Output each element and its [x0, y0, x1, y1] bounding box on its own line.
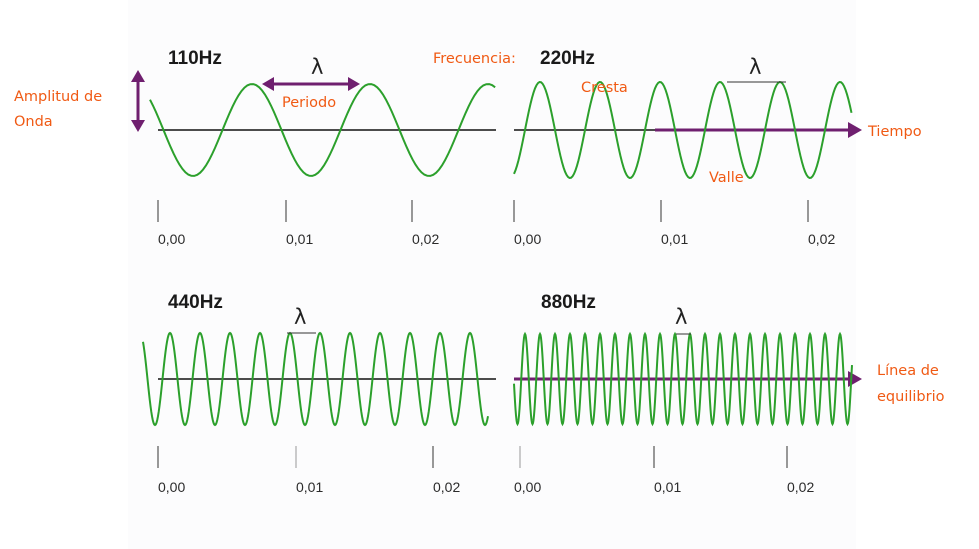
tick-label: 0,02	[808, 231, 835, 247]
tick-label: 0,00	[158, 479, 185, 495]
wavelength-symbol: λ	[675, 305, 687, 329]
diagram-background	[128, 0, 856, 549]
frequency-label: 220Hz	[540, 48, 595, 69]
time-ticks: 0,00 0,01 0,02	[514, 446, 814, 495]
cresta-annotation: Cresta	[581, 80, 628, 96]
time-ticks: 0,00 0,01 0,02	[157, 200, 439, 247]
sine-wave-110hz	[149, 83, 496, 177]
time-ticks: 0,00 0,01 0,02	[513, 200, 835, 247]
wavelength-symbol: λ	[311, 55, 323, 79]
amplitude-arrow-head-bottom	[131, 120, 145, 132]
equilibrio-annotation-line1: Línea de	[877, 363, 939, 379]
tick-label: 0,00	[158, 231, 185, 247]
tick-label: 0,02	[787, 479, 814, 495]
time-ticks: 0,00 0,01 0,02	[157, 446, 460, 495]
tiempo-annotation: Tiempo	[867, 124, 922, 140]
tick-label: 0,01	[661, 231, 688, 247]
period-arrow-head-right	[348, 77, 360, 91]
frequency-label: 440Hz	[168, 292, 223, 313]
time-arrow-head	[848, 122, 862, 138]
sine-wave-880hz	[513, 331, 853, 427]
period-arrow-head-left	[262, 77, 274, 91]
tick-label: 0,01	[654, 479, 681, 495]
wavelength-symbol: λ	[294, 305, 306, 329]
valle-annotation: Valle	[709, 170, 744, 186]
tick-label: 0,01	[296, 479, 323, 495]
panel-110hz: 110Hz 0,00 0,01 0,02 λ Periodo	[131, 48, 496, 247]
wavelength-symbol: λ	[749, 55, 761, 79]
frecuencia-annotation: Frecuencia:	[433, 51, 516, 67]
frequency-label: 880Hz	[541, 292, 596, 313]
amplitude-arrow-head-top	[131, 70, 145, 82]
sine-wave-220hz	[513, 81, 853, 179]
panel-220hz: λ 220Hz 0,00 0,01 0,02	[513, 48, 862, 247]
tick-label: 0,02	[412, 231, 439, 247]
periodo-annotation: Periodo	[282, 95, 336, 111]
sine-wave-440hz	[142, 331, 489, 427]
frequency-label: 110Hz	[168, 48, 222, 69]
annotations: Amplitud de Onda Frecuencia: Cresta Vall…	[14, 51, 945, 405]
tick-label: 0,02	[433, 479, 460, 495]
tick-label: 0,00	[514, 479, 541, 495]
tick-label: 0,00	[514, 231, 541, 247]
amplitud-annotation-line1: Amplitud de	[14, 89, 102, 105]
panel-440hz: λ 440Hz 0,00 0,01 0,02	[142, 292, 496, 495]
amplitud-annotation-line2: Onda	[14, 114, 53, 130]
panel-880hz: λ 880Hz 0,00 0,01 0,02	[513, 292, 862, 495]
tick-label: 0,01	[286, 231, 313, 247]
equilibrio-annotation-line2: equilibrio	[877, 389, 945, 405]
